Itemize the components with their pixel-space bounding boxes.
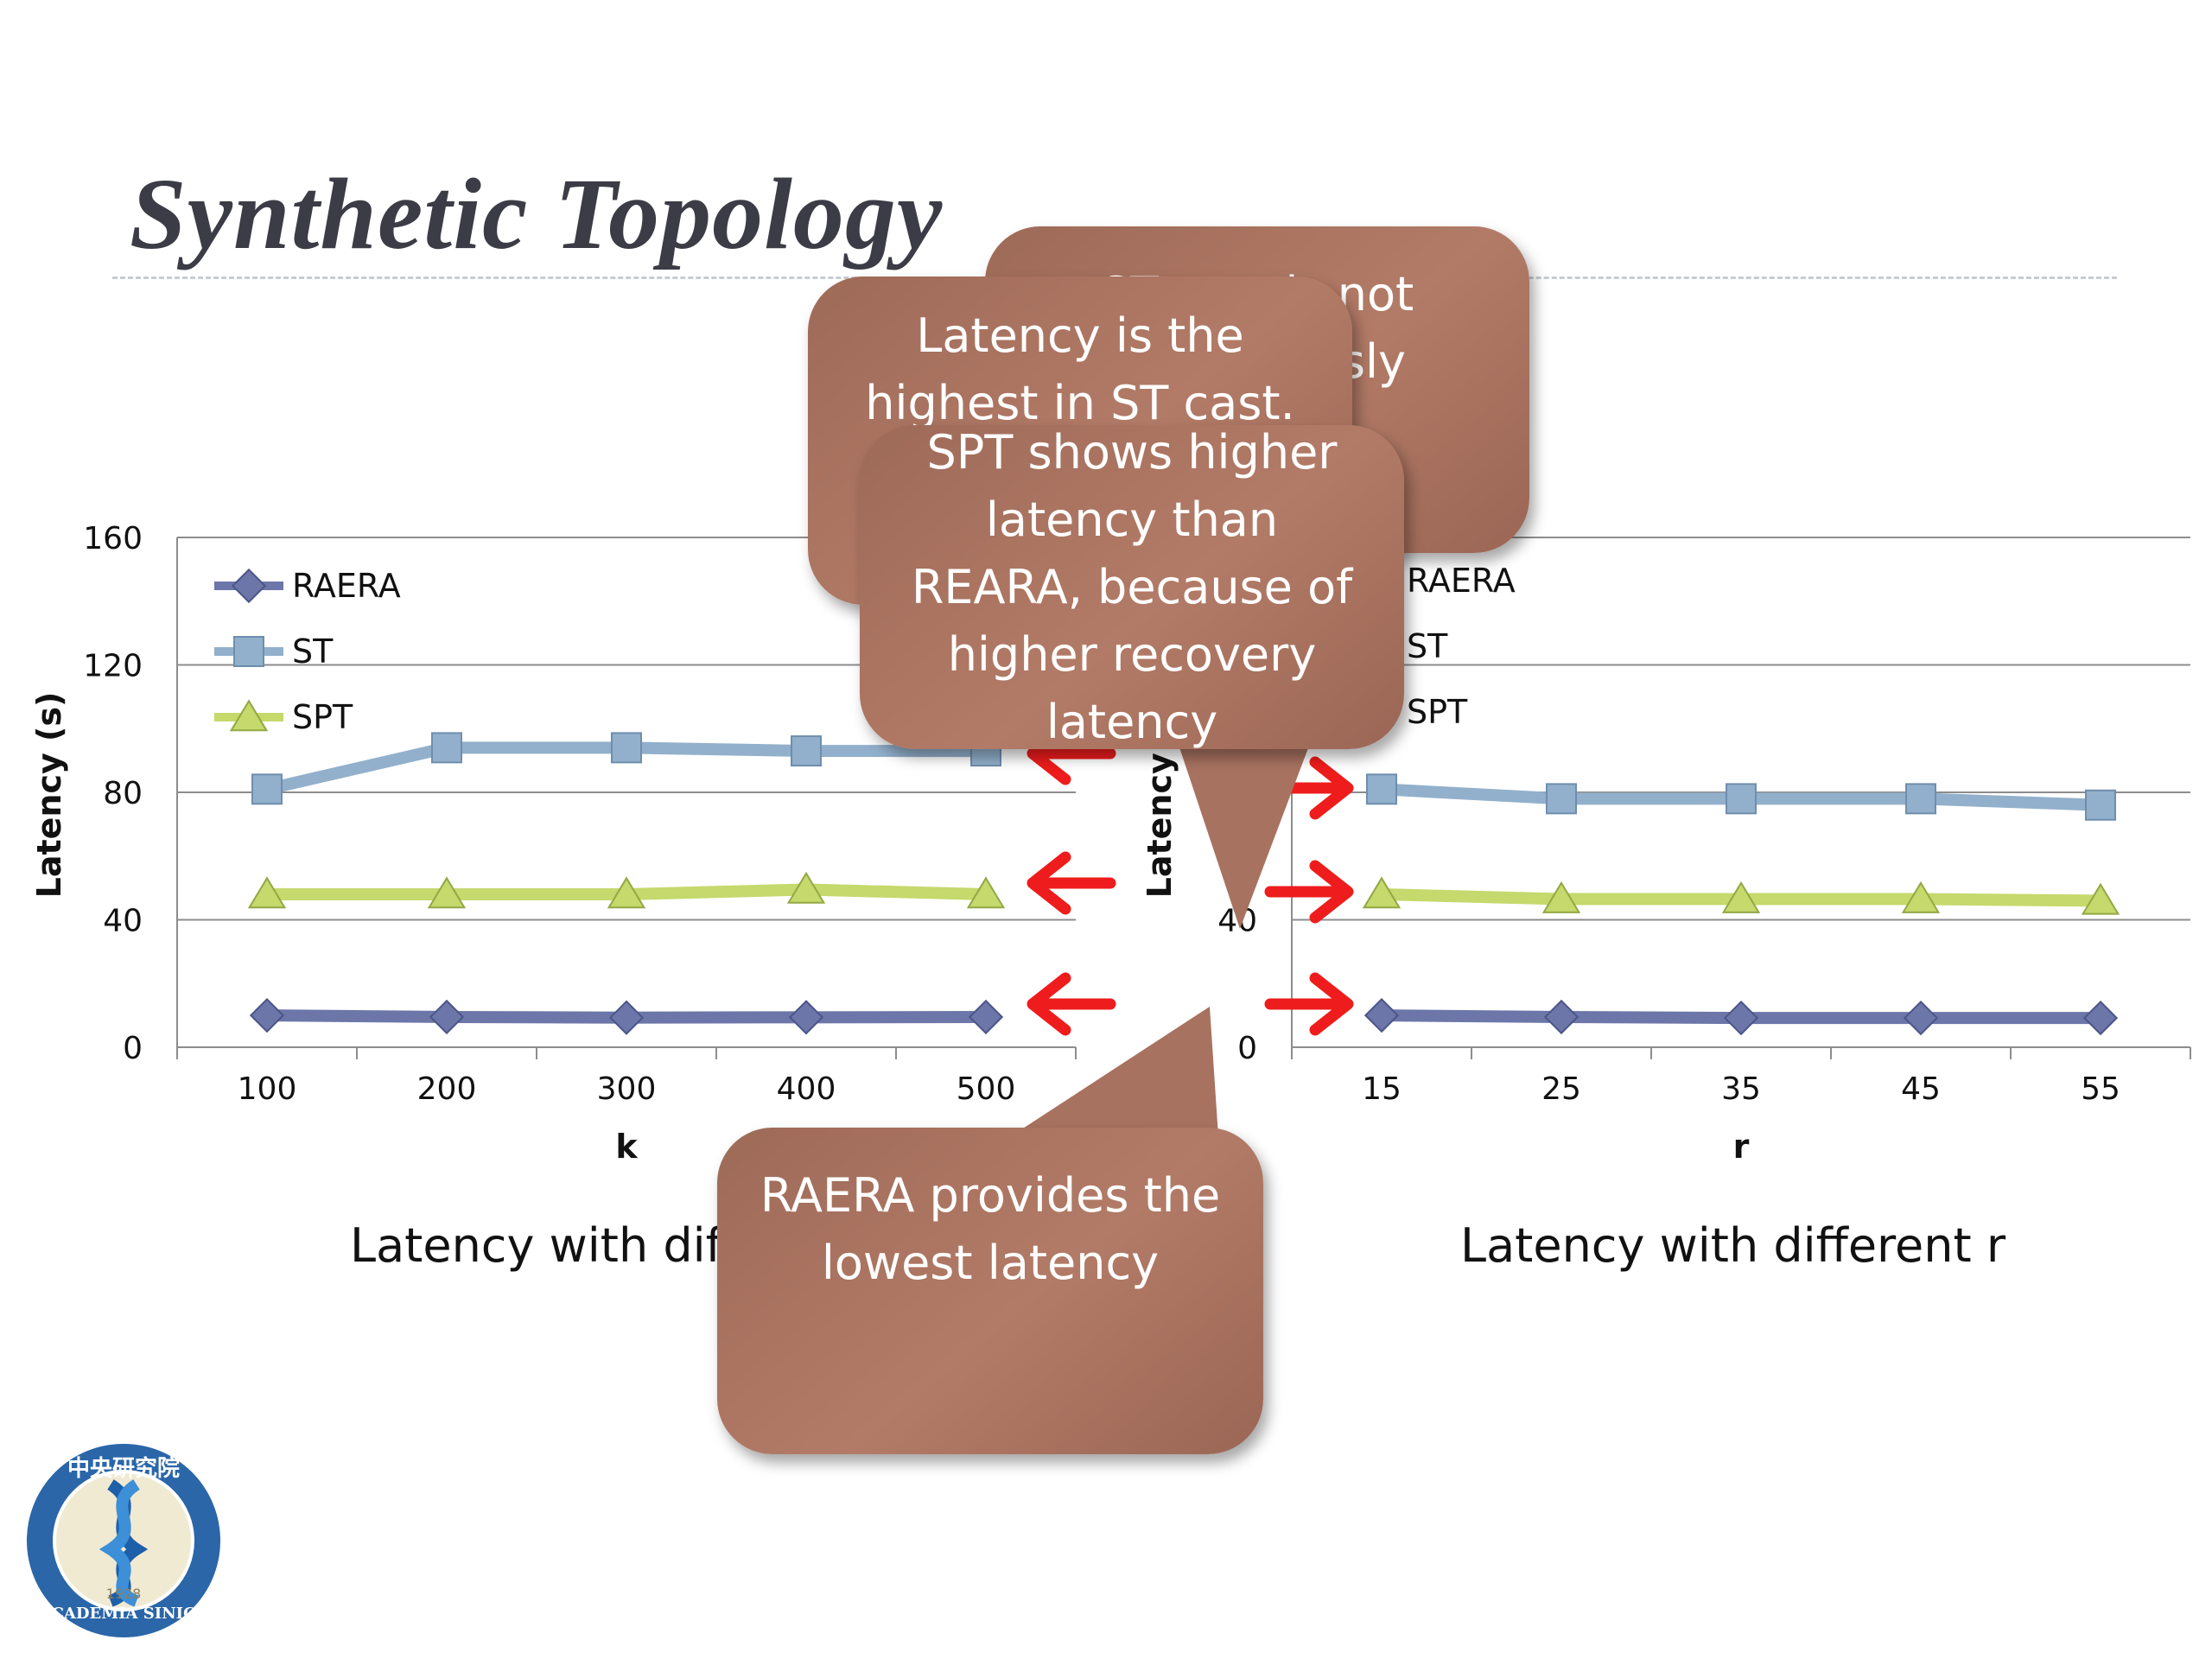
left-y-tick-label: 120 (83, 649, 143, 684)
left-point-st (611, 732, 642, 764)
left-x-tick-label: 200 (417, 1071, 477, 1107)
left-point-raera (429, 999, 465, 1035)
right-x-tick-label: 55 (2081, 1071, 2120, 1107)
right-point-raera (2082, 1000, 2119, 1036)
left-legend-label-spt: SPT (292, 698, 353, 736)
left-point-raera (788, 1000, 824, 1035)
right-point-spt (1541, 880, 1581, 913)
right-x-tick-label: 15 (1362, 1071, 1402, 1107)
right-point-st (1726, 783, 1757, 815)
arrow-left-raera (1027, 972, 1116, 1036)
left-point-spt (966, 876, 1006, 909)
right-point-spt (1362, 876, 1402, 909)
left-point-spt (427, 876, 467, 909)
left-legend-label-st: ST (292, 632, 334, 671)
left-legend-marker-raera (231, 568, 267, 604)
left-x-tick-label: 300 (597, 1071, 657, 1107)
left-point-raera (249, 998, 285, 1033)
arrow-left-spt (1027, 851, 1116, 915)
left-y-tick-label: 80 (103, 776, 143, 811)
left-point-spt (247, 876, 287, 909)
right-point-st (1546, 783, 1577, 815)
left-x-tick-label: 500 (957, 1071, 1016, 1107)
logo-year-text: 1928 (106, 1586, 142, 1602)
right-legend-label-st: ST (1407, 627, 1448, 665)
right-y-tick-label: 0 (1237, 1031, 1257, 1066)
callout-tail-top (1175, 734, 1313, 929)
right-point-spt (1901, 880, 1941, 913)
right-x-tick-label: 45 (1901, 1071, 1941, 1107)
left-x-tick-label: 100 (238, 1071, 297, 1107)
arrow-right-raera (1264, 972, 1354, 1036)
logo-chinese-text: 中央研究院 (67, 1455, 180, 1482)
callout-tail-bottom (1011, 1007, 1218, 1136)
right-point-raera (1543, 999, 1580, 1035)
right-x-tick-label: 35 (1721, 1071, 1761, 1107)
right-chart-caption: Latency with different r (1460, 1218, 2006, 1273)
left-point-st (251, 773, 283, 805)
left-point-st (431, 732, 462, 764)
left-x-tick-label: 400 (777, 1071, 836, 1107)
right-legend-label-raera: RAERA (1407, 562, 1516, 600)
left-point-spt (786, 871, 826, 904)
callout-raera-lowest: RAERA provides the lowest latency (717, 1128, 1263, 1454)
right-legend-label-spt: SPT (1407, 693, 1468, 731)
right-point-raera (1363, 998, 1400, 1033)
left-point-raera (968, 999, 1004, 1035)
right-point-st (2085, 789, 2116, 821)
left-point-spt (607, 876, 646, 909)
right-point-spt (2081, 882, 2120, 915)
right-x-tick-label: 25 (1541, 1071, 1581, 1107)
callout-spt-higher: SPT shows higher latency than REARA, bec… (860, 425, 1404, 749)
page-title: Synthetic Topology (130, 157, 944, 270)
academia-sinica-logo: 中央研究院 ACADEMIA SINICA 1928 (27, 1444, 220, 1637)
right-point-st (1366, 773, 1397, 805)
logo-latin-text: ACADEMIA SINICA (39, 1605, 209, 1623)
left-legend-marker-spt (229, 699, 269, 732)
left-y-tick-label: 160 (83, 521, 143, 556)
right-point-st (1905, 783, 1936, 815)
right-point-spt (1721, 880, 1761, 913)
arrow-right-spt (1264, 860, 1354, 924)
left-y-axis-title: Latency (s) (30, 692, 68, 899)
left-point-raera (608, 1000, 645, 1035)
left-legend-marker-st (233, 636, 264, 667)
left-point-st (791, 735, 822, 767)
right-x-axis-title: r (1733, 1128, 1750, 1166)
left-x-axis-title: k (615, 1128, 638, 1166)
left-y-tick-label: 40 (103, 904, 143, 939)
left-legend-label-raera: RAERA (292, 567, 401, 605)
right-point-raera (1723, 1000, 1759, 1036)
right-point-raera (1903, 1000, 1939, 1036)
left-y-tick-label: 0 (123, 1031, 143, 1066)
